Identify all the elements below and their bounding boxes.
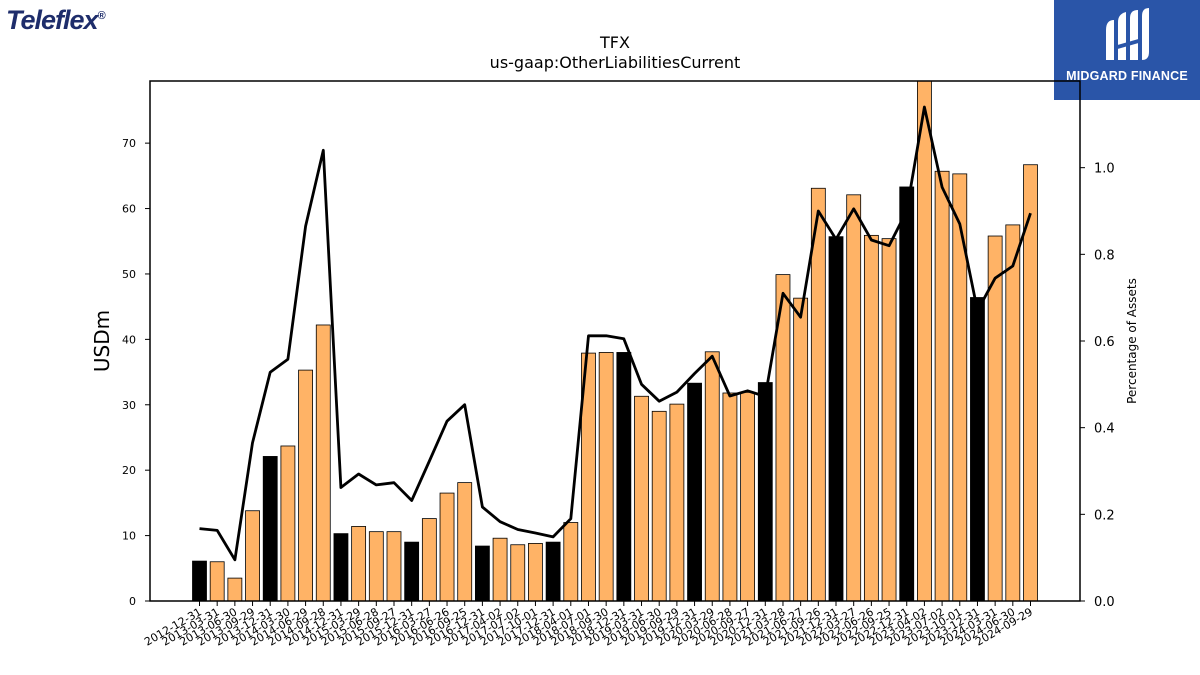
y-tick-label: 20 xyxy=(122,464,136,477)
bar-2021-12-31 xyxy=(828,236,844,602)
y2-tick-label: 0.0 xyxy=(1094,595,1115,610)
bar-2018-04-01 xyxy=(563,522,579,602)
bar-2019-06-30 xyxy=(651,410,667,602)
y2-axis-label: Percentage of Assets xyxy=(1125,278,1139,404)
y2-tick-label: 0.8 xyxy=(1094,248,1115,263)
bar-2014-12-31 xyxy=(333,533,349,602)
bar-2014-06-29 xyxy=(298,369,313,602)
left-axis-ticks: 0 10 20 30 40 50 60 70 xyxy=(122,137,150,608)
bar-2022-12-31 xyxy=(899,186,915,602)
bar-2015-06-28 xyxy=(368,531,384,602)
bar-2019-09-29 xyxy=(669,403,685,602)
y-tick-label: 60 xyxy=(122,203,136,216)
bar-2024-03-31 xyxy=(987,235,1003,602)
y-tick-label: 70 xyxy=(122,137,136,150)
bar-2023-10-01 xyxy=(952,173,968,602)
bar-2022-06-26 xyxy=(863,234,879,602)
chart-title: TFX xyxy=(600,33,630,52)
bar-2017-12-31 xyxy=(545,541,561,602)
percentage-line xyxy=(199,105,1032,562)
y-tick-label: 10 xyxy=(122,530,136,543)
midgard-finance-logo: MIDGARD FINANCE xyxy=(1054,0,1200,100)
bar-2020-09-27 xyxy=(740,391,756,602)
registered-mark: ® xyxy=(97,10,106,22)
bar-2024-06-30 xyxy=(1005,224,1021,602)
bar-2019-12-31 xyxy=(687,382,702,602)
y2-tick-label: 0.4 xyxy=(1094,422,1115,437)
bar-2022-09-25 xyxy=(881,238,897,602)
midgard-brand-text: MIDGARD FINANCE xyxy=(1066,69,1188,83)
bar-2023-07-02 xyxy=(934,170,950,602)
bar-2020-03-29 xyxy=(704,351,720,602)
bar-2022-03-27 xyxy=(846,194,862,602)
bar-2015-03-29 xyxy=(351,526,367,602)
bar-2017-10-01 xyxy=(528,543,543,602)
bar-2013-09-29 xyxy=(245,510,260,602)
bar-2013-03-31 xyxy=(209,561,225,602)
bar-2015-09-27 xyxy=(386,531,402,602)
bar-2020-12-31 xyxy=(757,382,773,602)
y2-tick-label: 0.2 xyxy=(1094,508,1115,523)
bar-2020-06-28 xyxy=(722,392,738,602)
bar-2019-03-31 xyxy=(634,395,649,602)
teleflex-logo-text: Teleflex xyxy=(6,5,99,35)
bar-2016-12-31 xyxy=(474,545,490,602)
midgard-mark-icon xyxy=(1106,8,1149,60)
bar-2023-12-31 xyxy=(970,297,985,602)
bar-2013-12-31 xyxy=(262,456,278,602)
bar-2021-06-27 xyxy=(793,297,809,602)
bar-2017-07-02 xyxy=(510,544,526,602)
bar-2018-09-30 xyxy=(598,352,614,602)
bar-2018-12-31 xyxy=(616,352,632,602)
bar-series xyxy=(192,80,1038,602)
bar-2017-04-02 xyxy=(492,537,508,602)
bar-2012-12-31 xyxy=(192,560,207,602)
chart-subtitle: us-gaap:OtherLiabilitiesCurrent xyxy=(489,53,741,72)
x-axis-ticks: 2012-12-312013-03-312013-06-302013-09-29… xyxy=(142,601,1035,649)
y-tick-label: 30 xyxy=(122,399,136,412)
y2-tick-label: 0.6 xyxy=(1094,335,1115,350)
bar-2013-06-30 xyxy=(227,577,243,602)
y-tick-label: 40 xyxy=(122,333,136,346)
right-axis-ticks: 0.0 0.2 0.4 0.6 0.8 1.0 xyxy=(1080,162,1115,610)
y-axis-label: USDm xyxy=(90,310,114,372)
bar-2016-09-25 xyxy=(457,482,473,602)
bar-2015-12-31 xyxy=(404,541,420,602)
bar-2014-03-30 xyxy=(280,445,296,602)
bar-2023-04-02 xyxy=(917,80,932,602)
line-series xyxy=(199,105,1032,562)
y-tick-label: 50 xyxy=(122,268,136,281)
teleflex-logo: Teleflex® xyxy=(6,5,106,36)
y2-tick-label: 1.0 xyxy=(1094,162,1115,177)
bar-2021-09-26 xyxy=(810,187,826,602)
bar-2016-03-27 xyxy=(421,518,437,602)
y-tick-label: 0 xyxy=(129,595,136,608)
bar-2016-06-26 xyxy=(439,492,455,602)
bar-2014-09-28 xyxy=(315,324,331,602)
